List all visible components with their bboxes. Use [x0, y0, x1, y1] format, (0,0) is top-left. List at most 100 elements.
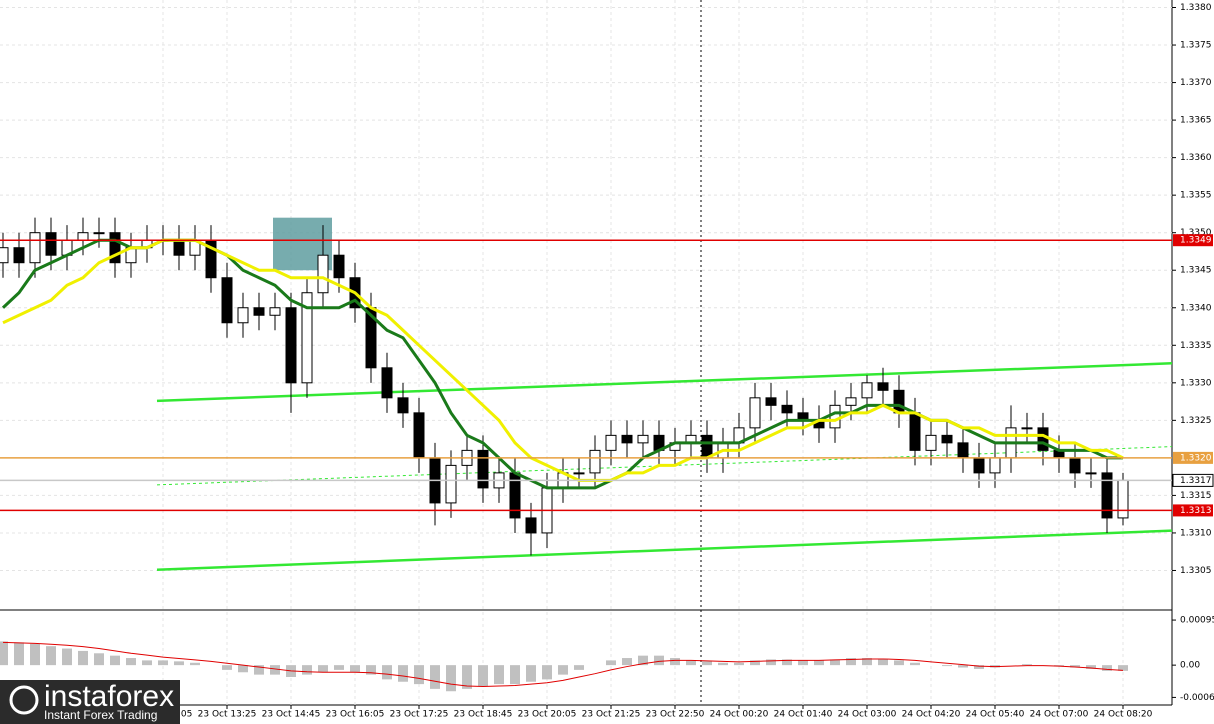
candle-body [1037, 427, 1049, 451]
y-tick-label: 1.3365 [1180, 116, 1212, 126]
candle-body [621, 434, 633, 444]
candle-body [941, 434, 953, 444]
histogram-bar [910, 662, 920, 666]
moving-average [2, 238, 1124, 482]
candle-body [109, 232, 121, 264]
histogram-bar [78, 650, 88, 666]
candle-body [285, 307, 297, 384]
histogram-bar [798, 660, 808, 666]
candle-body [413, 412, 425, 459]
candle-body [765, 397, 777, 406]
histogram-bar [430, 665, 440, 689]
candle-body [1117, 479, 1129, 519]
y-tick-label: 1.3345 [1180, 266, 1212, 276]
candle-body [573, 472, 585, 475]
logo-icon [9, 685, 39, 715]
histogram-bar [846, 658, 856, 666]
candle-body [253, 307, 265, 316]
histogram-bar [350, 665, 360, 673]
x-tick-label: 24 Oct 00:20 [710, 710, 769, 720]
histogram-bar [174, 661, 184, 666]
price-label: 1.3349 [1180, 236, 1212, 246]
signal-line [2, 641, 1124, 687]
candle-body [861, 382, 873, 399]
histogram-bar [318, 665, 328, 673]
histogram-bar [254, 665, 264, 675]
logo-tagline: Instant Forex Trading [44, 708, 157, 722]
candle-body [221, 277, 233, 324]
y-tick-label: 0.00095 [1180, 616, 1214, 626]
histogram-bar [446, 665, 456, 692]
x-tick-label: 23 Oct 18:45 [454, 710, 513, 720]
histogram-bar [366, 665, 376, 675]
price-label-box [1173, 451, 1213, 464]
x-tick-label: 24 Oct 03:00 [838, 710, 897, 720]
y-tick-label: 1.3370 [1180, 78, 1212, 88]
candle-body [509, 472, 521, 519]
histogram-bar [542, 665, 552, 680]
y-tick-label: 1.3360 [1180, 153, 1212, 163]
candle-body [1085, 472, 1097, 475]
logo-brand: instaforex [44, 680, 174, 713]
candle-body [957, 442, 969, 459]
moving-average [1, 238, 1123, 490]
histogram-bar [1086, 665, 1096, 669]
price-label: 1.3320 [1180, 453, 1212, 463]
histogram-bar [638, 655, 648, 666]
histogram-bar [894, 660, 904, 666]
histogram-bar [654, 655, 664, 666]
histogram-bar [718, 662, 728, 666]
candle-body [301, 292, 313, 384]
y-tick-label: 1.3335 [1180, 341, 1212, 351]
candle-body [989, 457, 1001, 474]
histogram-bar [334, 665, 344, 670]
y-tick-label: 1.3375 [1180, 41, 1212, 51]
candle-body [829, 404, 841, 429]
histogram-bar [782, 659, 792, 666]
candle-body [925, 434, 937, 451]
price-label: 1.3317 [1180, 476, 1212, 486]
histogram-bar [702, 661, 712, 666]
price-label-box [1173, 504, 1213, 517]
histogram-bar [622, 658, 632, 666]
histogram-bar [958, 665, 968, 668]
histogram-bar [110, 655, 120, 666]
histogram-bar [238, 665, 248, 673]
candle-body [397, 397, 409, 414]
x-tick-label: 24 Oct 05:40 [966, 710, 1025, 720]
histogram-bar [558, 665, 568, 675]
histogram-bar [974, 665, 984, 669]
candle-body [589, 449, 601, 474]
histogram-bar [494, 665, 504, 685]
y-tick-label: 1.3350 [1180, 228, 1212, 238]
histogram-bar [270, 665, 280, 675]
histogram-bar [462, 665, 472, 689]
histogram-bar [398, 665, 408, 682]
candle-body [173, 239, 185, 256]
x-tick-label: 23 Oct 22:50 [646, 710, 705, 720]
candle-body [317, 254, 329, 294]
trend-line [156, 529, 1173, 571]
candle-body [637, 434, 649, 444]
histogram-bar [46, 646, 56, 666]
histogram-bar [606, 660, 616, 666]
x-tick-label: 23 Oct 13:25 [198, 710, 257, 720]
y-tick-label: 1.3325 [1180, 416, 1212, 426]
histogram-bar [750, 660, 760, 666]
histogram-bar [942, 665, 952, 667]
histogram-bar [302, 665, 312, 675]
histogram-bar [158, 660, 168, 666]
y-tick-label: -0.00068 [1180, 693, 1214, 703]
y-tick-label: 1.3340 [1180, 303, 1212, 313]
candle-body [1101, 472, 1113, 519]
histogram-bar [526, 665, 536, 682]
histogram-bar [1070, 665, 1080, 668]
x-tick-label: 23 Oct 17:25 [390, 710, 449, 720]
logo: instaforex Instant Forex Trading [0, 680, 180, 724]
histogram-bar [190, 662, 200, 666]
candle-body [29, 232, 41, 264]
price-label-box [1172, 473, 1214, 487]
x-tick-label: 23 Oct 20:05 [518, 710, 577, 720]
candle-body [93, 232, 105, 235]
